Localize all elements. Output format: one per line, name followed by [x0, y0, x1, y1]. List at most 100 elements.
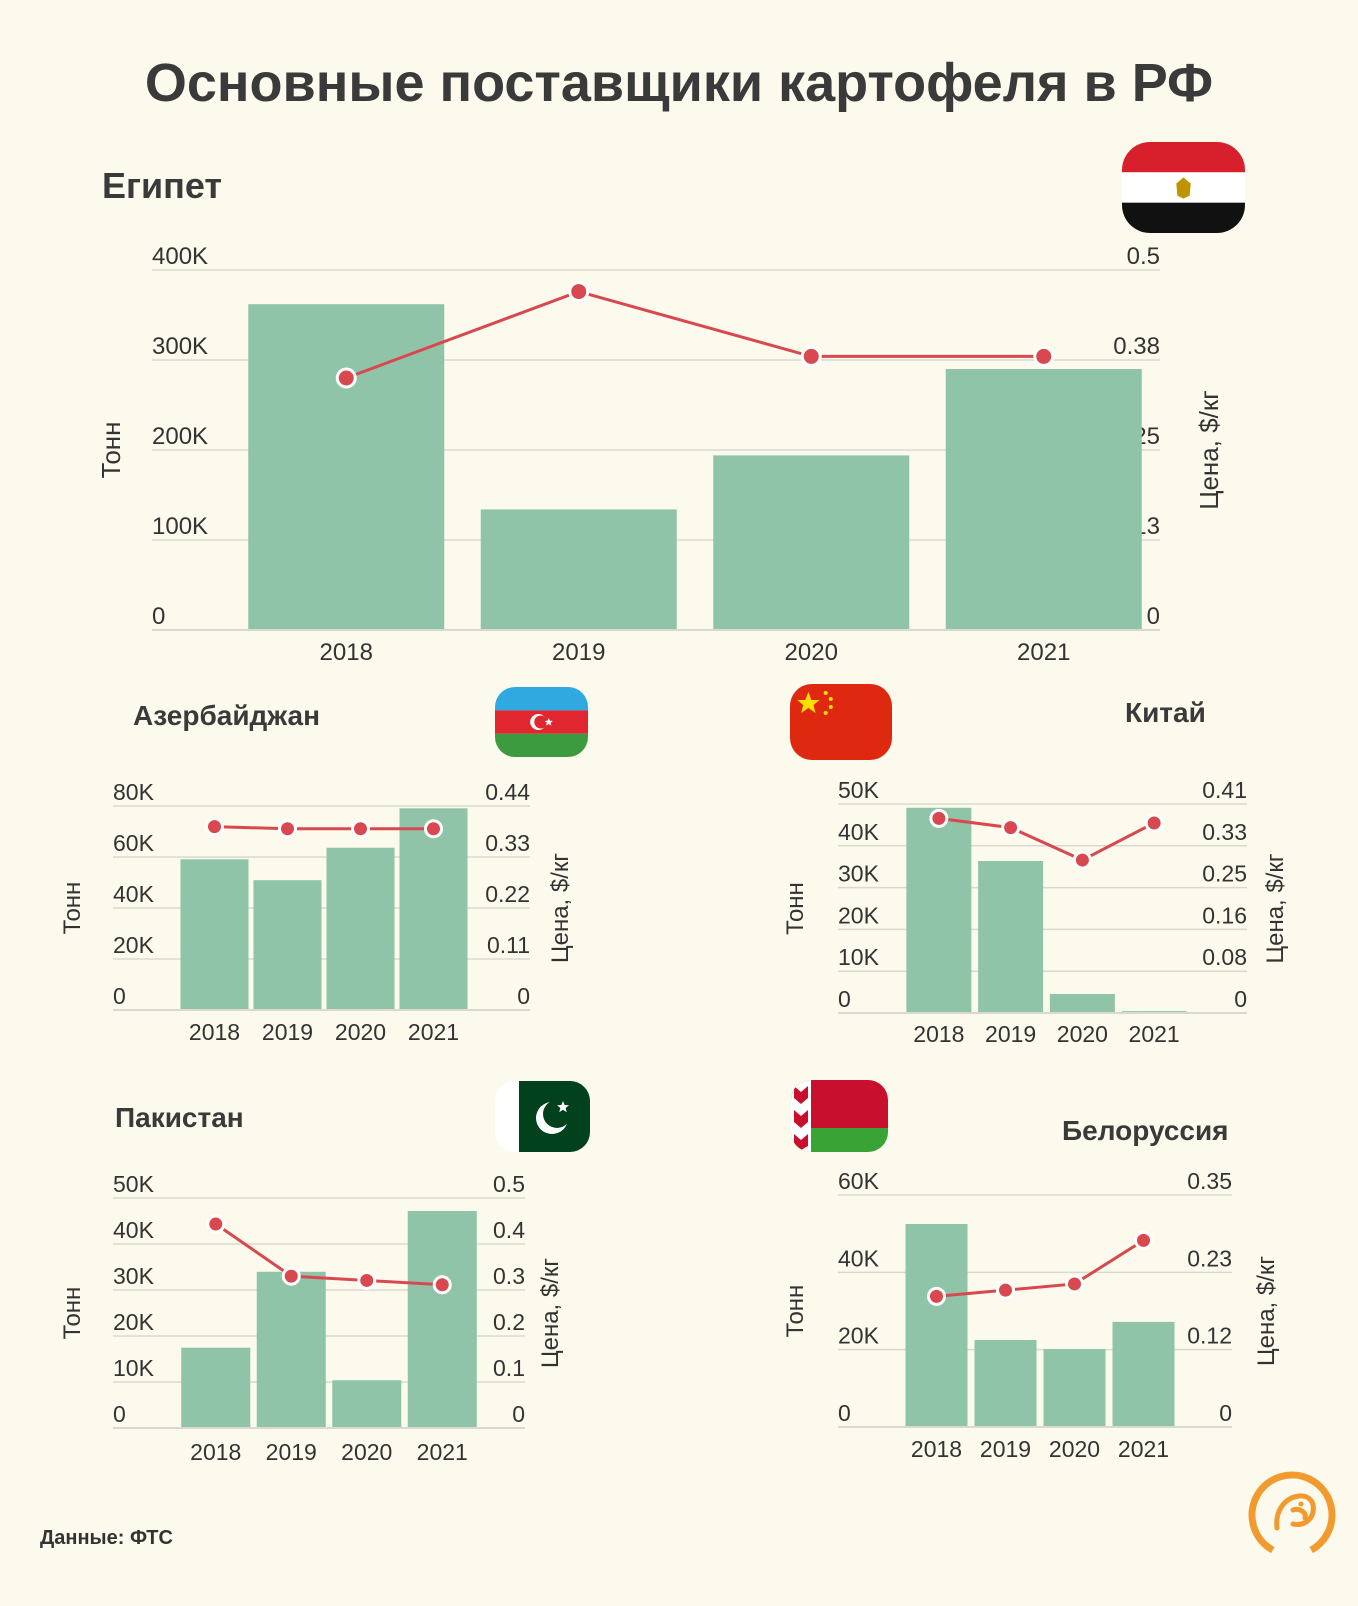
country-label-belarus: Белоруссия [1062, 1115, 1229, 1146]
egypt-chart: 00100K0.13200K0.25300K0.38400K0.52018201… [96, 243, 1224, 666]
x-tick-label: 2018 [320, 639, 373, 666]
price-point-2021 [1033, 345, 1055, 367]
price-point-2019 [281, 1266, 301, 1286]
price-point-2021 [424, 819, 443, 839]
y2-tick-label: 0.3 [493, 1263, 525, 1289]
y2-tick-label: 0 [1234, 986, 1247, 1012]
y2-tick-label: 0.35 [1187, 1168, 1232, 1194]
bar-2018 [906, 807, 972, 1013]
price-point-2019 [278, 819, 297, 839]
bar-2021 [945, 369, 1142, 630]
x-tick-label: 2020 [335, 1019, 386, 1045]
price-point-2018 [335, 367, 357, 389]
y2-tick-label: 0 [512, 1401, 525, 1427]
bar-2018 [248, 304, 445, 630]
bar-2019 [974, 1340, 1037, 1427]
y-tick-label: 10K [838, 944, 880, 970]
x-tick-label: 2020 [341, 1439, 392, 1465]
price-line [214, 825, 434, 831]
x-tick-label: 2019 [262, 1019, 313, 1045]
belarus-flag-icon [791, 1080, 888, 1152]
y-tick-label: 40K [838, 819, 880, 845]
y-tick-label: 50K [113, 1171, 155, 1197]
y2-tick-label: 0.08 [1202, 944, 1247, 970]
y-tick-label: 400K [152, 243, 208, 270]
price-point-2018 [927, 1286, 946, 1306]
price-point-2020 [1065, 1274, 1084, 1294]
publisher-logo-icon [1245, 1468, 1339, 1562]
y2-tick-label: 0.1 [493, 1355, 525, 1381]
y2-axis-title: Цена, $/кг [537, 1258, 564, 1369]
price-point-2019 [568, 281, 590, 303]
y2-tick-label: 0.5 [1127, 243, 1160, 270]
country-label-egypt: Египет [102, 165, 223, 206]
y2-tick-label: 0.25 [1202, 861, 1247, 887]
data-source-note: Данные: ФТС [40, 1527, 173, 1549]
bar-2021 [399, 808, 468, 1010]
y-tick-label: 30K [113, 1263, 155, 1289]
y2-tick-label: 0.22 [485, 881, 530, 907]
bar-2020 [326, 847, 395, 1010]
x-tick-label: 2019 [552, 639, 605, 666]
y-tick-label: 200K [152, 423, 208, 450]
y-axis-title: Тонн [59, 1287, 86, 1340]
price-line [214, 1222, 443, 1287]
country-label-china: Китай [1125, 697, 1206, 728]
y2-tick-label: 0.33 [485, 830, 530, 856]
y-tick-label: 0 [113, 983, 126, 1009]
price-point-2019 [996, 1280, 1015, 1300]
x-tick-label: 2019 [266, 1439, 317, 1465]
egypt-flag-icon [1122, 142, 1245, 233]
price-point-2020 [351, 819, 370, 839]
y-tick-label: 40K [838, 1245, 880, 1271]
y2-tick-label: 0.23 [1187, 1245, 1232, 1271]
azerbaijan-flag-icon [495, 687, 588, 757]
belarus-chart: 0 0 20K 0.12 40K 0.23 60K 0.35 2018 2019 2020 2021 Т… [782, 1168, 1280, 1462]
price-point-2021 [1144, 813, 1164, 833]
page-title: Основные поставщики картофеля в РФ [144, 53, 1214, 113]
price-point-2020 [357, 1270, 377, 1290]
x-tick-label: 2018 [190, 1439, 241, 1465]
y2-tick-label: 0 [1147, 603, 1160, 630]
y2-tick-label: 0.5 [493, 1171, 525, 1197]
price-point-2020 [800, 345, 822, 367]
y-tick-label: 0 [838, 986, 851, 1012]
y-tick-label: 40K [113, 881, 155, 907]
bar-2020 [713, 455, 910, 630]
price-line [936, 1239, 1145, 1298]
price-point-2018 [206, 1214, 226, 1234]
y-tick-label: 20K [838, 1323, 880, 1349]
x-tick-label: 2019 [985, 1021, 1036, 1047]
bar-2021 [1112, 1321, 1175, 1427]
bar-2020 [1049, 994, 1115, 1013]
y2-axis-title: Цена, $/кг [1194, 390, 1224, 510]
x-tick-label: 2021 [1017, 639, 1070, 666]
x-tick-label: 2021 [408, 1019, 459, 1045]
bar-2019 [480, 509, 677, 630]
price-line [345, 290, 1044, 380]
y-tick-label: 20K [113, 932, 155, 958]
y-tick-label: 300K [152, 333, 208, 360]
x-tick-label: 2018 [911, 1436, 962, 1462]
x-tick-label: 2020 [1057, 1021, 1108, 1047]
y2-axis-title: Цена, $/кг [1262, 853, 1289, 964]
pakistan-chart: 0 0 10K 0.1 20K 0.2 30K 0.3 40K 0.4 50K 0.5 2018 2019… [59, 1171, 564, 1465]
y-tick-label: 10K [113, 1355, 155, 1381]
country-label-pakistan: Пакистан [115, 1102, 244, 1133]
y-tick-label: 100K [152, 513, 208, 540]
bar-2018 [180, 859, 249, 1010]
y2-tick-label: 0.2 [493, 1309, 525, 1335]
y2-tick-label: 0.38 [1113, 333, 1160, 360]
y2-tick-label: 0.4 [493, 1217, 525, 1243]
y2-tick-label: 0.44 [485, 779, 530, 805]
price-point-2018 [205, 817, 224, 837]
y2-tick-label: 0.11 [487, 932, 530, 958]
bar-2019 [253, 880, 322, 1010]
y-axis-title: Тонн [782, 882, 809, 935]
bar-2018 [905, 1224, 968, 1427]
x-tick-label: 2018 [913, 1021, 964, 1047]
bar-2020 [1043, 1349, 1106, 1427]
y-tick-label: 20K [113, 1309, 155, 1335]
azerbaijan-chart: 0 0 20K 0.11 40K 0.22 60K 0.33 80K 0.44 2018 2019 20… [59, 779, 574, 1045]
y-axis-title: Тонн [59, 882, 86, 935]
